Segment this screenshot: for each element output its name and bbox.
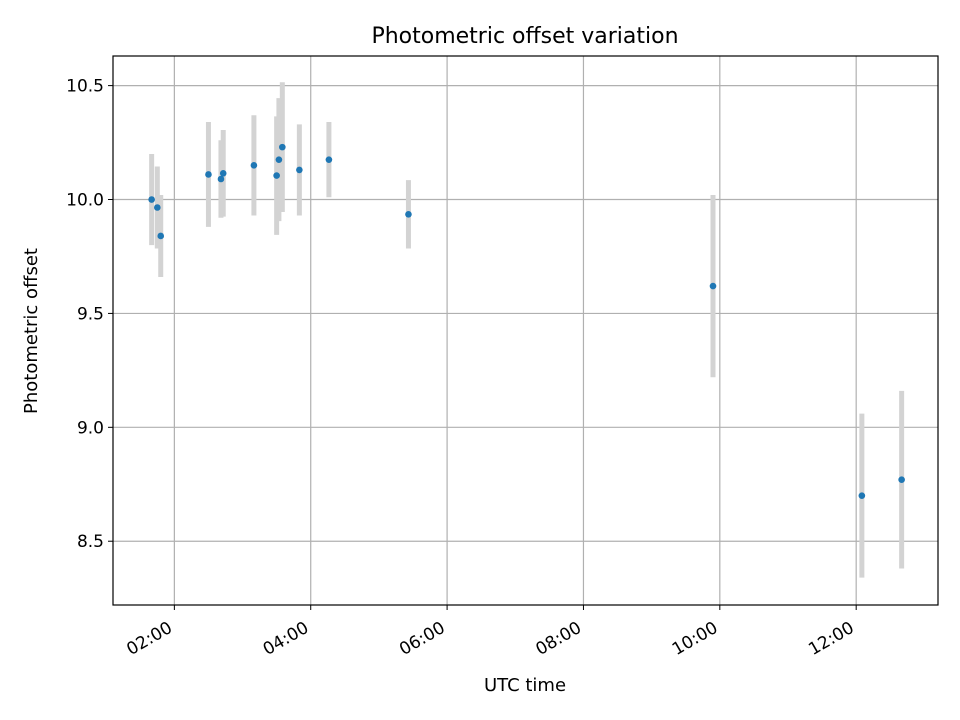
data-point [154,204,161,211]
grid [113,56,938,605]
plot-area [113,56,938,605]
y-tick-label: 9.5 [77,304,104,324]
data-point [898,476,905,484]
y-tick-label: 10.0 [66,191,104,211]
data-point [250,162,258,169]
data-point [157,232,165,240]
chart-title: Photometric offset variation [371,24,678,49]
y-tick-label: 8.5 [77,532,104,552]
y-axis-label: Photometric offset [21,248,42,414]
data-point [296,166,303,174]
data-point [148,196,155,203]
data-point [205,171,212,178]
data-point [279,143,286,151]
y-tick-label: 9.0 [77,418,104,438]
x-axis-label: UTC time [484,675,566,696]
data-point [273,172,280,179]
data-point [325,156,333,163]
data-point [405,211,412,218]
data-point [217,175,225,183]
data-point [709,282,717,290]
data-point [275,156,283,163]
y-tick-label: 10.5 [66,77,104,97]
y-axis-ticks: 8.5 9.0 9.5 10.0 10.5 [66,77,113,552]
data-point [858,492,866,499]
data-point [219,170,227,177]
data-points [148,143,905,499]
plot-frame [112,55,939,606]
